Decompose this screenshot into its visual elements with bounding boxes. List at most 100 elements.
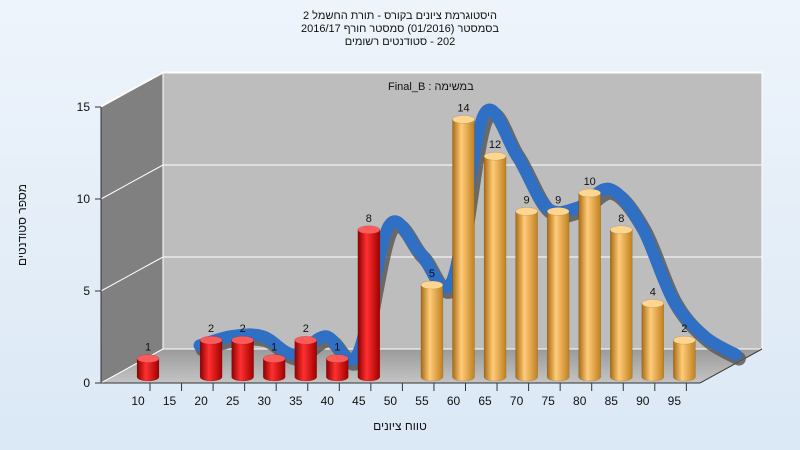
y-tick-label-5: 5	[83, 284, 90, 298]
bar-body-95	[673, 339, 696, 382]
data-label-20: 2	[208, 323, 214, 335]
bar-70	[515, 207, 538, 382]
bar-body-40	[326, 358, 349, 382]
data-label-75: 9	[555, 194, 561, 206]
bar-35	[294, 335, 317, 382]
x-axis-label: טווח ציונים	[373, 419, 427, 433]
data-label-35: 2	[303, 323, 309, 335]
data-label-90: 4	[650, 286, 656, 298]
bar-45	[357, 225, 381, 382]
bar-20	[199, 335, 223, 382]
bars	[136, 115, 696, 382]
data-label-65: 12	[489, 139, 501, 151]
data-label-60: 14	[457, 102, 469, 114]
bar-body-25	[231, 339, 254, 382]
y-axis-label: מספר סטודנטים	[15, 183, 29, 267]
x-axis-depth-line	[699, 348, 763, 384]
x-tick-label-15: 15	[163, 394, 177, 408]
bar-body-85	[610, 229, 633, 382]
left-wall	[100, 71, 164, 384]
x-tick-label-20: 20	[194, 394, 208, 408]
title-line-1: היסטוגרמת ציונים בקורס - תורת החשמל 2	[302, 10, 498, 22]
bar-body-65	[483, 155, 507, 382]
title-line-2: בסמסטר (01/2016) סמסטר חורף 2016/17	[300, 23, 500, 35]
y-tick-label-0: 0	[83, 376, 90, 390]
bar-top-80	[578, 188, 601, 198]
x-tick-label-30: 30	[258, 394, 272, 408]
x-tick-label-55: 55	[415, 394, 429, 408]
x-tick-label-10: 10	[131, 394, 145, 408]
x-tick-label-80: 80	[573, 394, 587, 408]
data-label-80: 10	[584, 176, 596, 188]
x-tick-label-90: 90	[636, 394, 650, 408]
bar-95	[673, 335, 696, 382]
gridline-side-10	[100, 164, 164, 200]
series-label: במשימה : Final_B	[388, 81, 474, 93]
bar-top-90	[641, 299, 665, 308]
bar-top-25	[231, 335, 254, 345]
bar-top-85	[610, 225, 633, 235]
bar-body-35	[294, 339, 317, 382]
bar-top-40	[326, 354, 349, 363]
data-label-70: 9	[524, 194, 530, 206]
bar-top-20	[199, 335, 223, 345]
bar-top-65	[483, 151, 507, 161]
bar-60	[452, 115, 475, 382]
x-tick-label-25: 25	[226, 394, 240, 408]
data-label-55: 5	[429, 268, 435, 280]
bar-body-80	[578, 192, 601, 382]
bar-55	[420, 280, 444, 382]
bar-body-60	[452, 119, 475, 382]
bar-body-55	[420, 284, 444, 382]
x-tick-label-70: 70	[510, 394, 524, 408]
bar-30	[262, 354, 286, 382]
bar-top-60	[452, 115, 475, 124]
bar-top-10	[136, 354, 160, 363]
data-label-45: 8	[366, 213, 372, 225]
y-tick-label-10: 10	[77, 192, 91, 206]
chart-title: היסטוגרמת ציונים בקורס - תורת החשמל 2 בס…	[0, 10, 800, 49]
x-tick-label-40: 40	[321, 394, 335, 408]
gridline-side-15	[100, 72, 164, 108]
bar-25	[231, 335, 254, 382]
bar-top-45	[357, 225, 381, 235]
data-label-10: 1	[145, 342, 151, 354]
x-tick-label-60: 60	[447, 394, 461, 408]
bar-65	[483, 151, 507, 382]
bar-90	[641, 299, 665, 382]
data-label-40: 1	[334, 342, 340, 354]
x-tick-label-45: 45	[352, 394, 366, 408]
bar-body-45	[357, 229, 381, 382]
bar-body-75	[546, 211, 570, 382]
x-tick-label-85: 85	[605, 394, 619, 408]
x-tick-label-75: 75	[541, 394, 555, 408]
gridline-side-5	[100, 256, 164, 292]
bar-top-95	[673, 335, 696, 345]
y-tick-label-15: 15	[77, 100, 91, 114]
bar-top-30	[262, 354, 286, 363]
x-tick-label-65: 65	[478, 394, 492, 408]
bar-75	[546, 207, 570, 382]
bar-body-70	[515, 211, 538, 382]
bar-body-20	[199, 339, 223, 382]
x-tick-label-50: 50	[384, 394, 398, 408]
bar-top-35	[294, 335, 317, 345]
x-tick-label-35: 35	[289, 394, 303, 408]
bar-top-75	[546, 207, 570, 216]
data-label-85: 8	[618, 213, 624, 225]
bar-body-30	[262, 358, 286, 382]
data-label-30: 1	[271, 342, 277, 354]
data-label-95: 2	[681, 323, 687, 335]
bar-40	[326, 354, 349, 382]
title-line-3: 202 - סטודנטים רשומים	[344, 36, 456, 48]
bar-85	[610, 225, 633, 382]
bar-80	[578, 188, 601, 382]
bar-body-10	[136, 358, 160, 382]
bar-10	[136, 354, 160, 382]
bar-body-90	[641, 303, 665, 382]
bar-top-70	[515, 207, 538, 216]
data-label-25: 2	[240, 323, 246, 335]
